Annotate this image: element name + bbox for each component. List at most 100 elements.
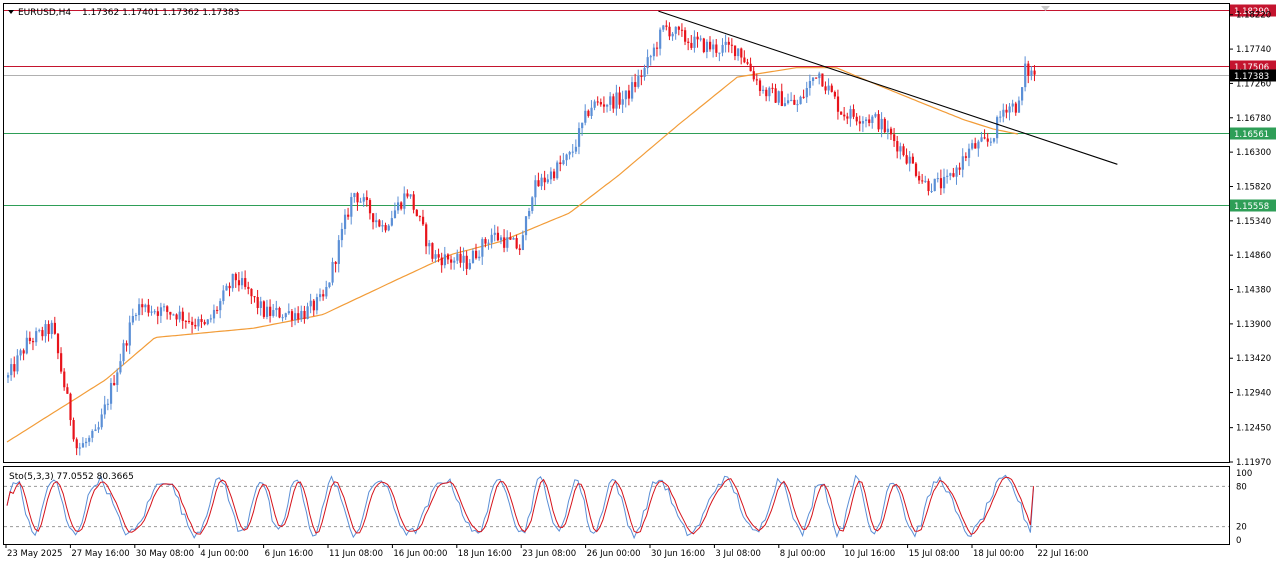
candle-body (674, 26, 677, 34)
candle-body (762, 89, 765, 91)
candle-body (256, 297, 259, 309)
candle-body (406, 193, 409, 197)
candle-body (434, 254, 437, 259)
x-tick-label: 27 May 16:00 (71, 549, 129, 559)
y-tick-label: 1.14380 (1236, 286, 1271, 296)
candle-body (996, 117, 999, 139)
candle-body (262, 301, 266, 317)
candle-body (166, 306, 169, 312)
price-tag-label: 1.17506 (1234, 63, 1269, 73)
candle-body (768, 87, 771, 97)
candle-body (655, 47, 659, 49)
price-tag-current (1230, 69, 1276, 82)
candle-body (325, 286, 328, 297)
candle-body (640, 75, 643, 77)
dropdown-arrow-icon[interactable] (8, 10, 14, 14)
candle-body (203, 321, 206, 325)
y-tick-label: 1.15340 (1236, 217, 1271, 227)
candle-body (31, 341, 35, 343)
candle-body (490, 234, 493, 243)
candle-body (297, 313, 300, 320)
candle-body (387, 225, 390, 231)
candle-body (515, 238, 518, 249)
candle-body (790, 99, 793, 101)
candle-body (353, 193, 356, 198)
candle-body (468, 263, 471, 269)
candle-body (191, 321, 194, 325)
stochastic-pane[interactable] (3, 466, 1230, 545)
y-tick-label: 1.18220 (1236, 11, 1271, 21)
candle-body (521, 235, 524, 251)
candle-body (97, 427, 100, 430)
candle-body (824, 86, 827, 91)
candle-body (936, 178, 939, 180)
candle-body (53, 322, 56, 334)
candle-body (275, 307, 278, 311)
candle-body (231, 273, 234, 289)
candle-body (25, 337, 28, 354)
candle-body (815, 77, 818, 79)
candle-body (178, 311, 181, 320)
candle-body (955, 167, 958, 177)
candle-body (241, 278, 244, 286)
x-tick-label: 18 Jul 00:00 (973, 549, 1024, 559)
candle-body (921, 180, 924, 182)
scroll-indicator-icon[interactable] (1041, 6, 1050, 11)
candle-body (225, 285, 228, 291)
candle-body (833, 91, 836, 97)
candle-body (303, 310, 306, 319)
price-tag-label: 1.16561 (1234, 130, 1269, 140)
candle-body (103, 404, 106, 415)
candle-body (459, 253, 462, 263)
candle-body (702, 38, 705, 53)
candle-body (347, 214, 350, 217)
candle-body (312, 300, 315, 311)
candle-body (808, 81, 812, 89)
candle-body (19, 350, 22, 356)
price-pane[interactable] (3, 3, 1230, 463)
candle-body (437, 254, 440, 258)
candle-body (581, 122, 584, 129)
candle-body (125, 343, 128, 346)
candle-body (609, 96, 612, 105)
y-tick-label: 1.17740 (1236, 45, 1271, 55)
candle-body (428, 243, 431, 247)
candle-body (690, 42, 693, 48)
candle-body (709, 41, 712, 50)
candle-body (696, 36, 699, 40)
candle-body (153, 311, 156, 313)
y-tick-label: 1.13900 (1236, 320, 1271, 330)
candle-body (528, 210, 531, 217)
candle-body (986, 138, 989, 142)
candle-body (306, 306, 309, 319)
candle-body (340, 228, 344, 241)
candle-body (278, 307, 281, 318)
candle-body (253, 296, 256, 298)
stoch-main-line (6, 474, 1034, 540)
candle-body (705, 41, 709, 53)
candle-body (250, 288, 253, 297)
candle-body (905, 155, 908, 164)
trend-line[interactable] (658, 10, 1118, 165)
candle-body (393, 210, 397, 219)
candle-body (974, 143, 977, 149)
candle-body (300, 310, 303, 320)
candle-body (574, 146, 578, 152)
y-tick-label: 1.14860 (1236, 251, 1271, 261)
candle-body (737, 48, 740, 57)
candle-body (465, 255, 468, 269)
candle-body (765, 89, 768, 97)
price-tag-label: 1.17383 (1234, 72, 1269, 82)
candle-body (175, 314, 178, 320)
candle-body (949, 173, 952, 176)
candle-body (855, 116, 858, 122)
candle-body (91, 430, 94, 438)
candle-body (418, 216, 422, 218)
candle-body (69, 393, 72, 421)
candle-body (540, 177, 543, 187)
candle-body (893, 134, 896, 142)
candle-body (571, 151, 574, 153)
candle-body (315, 297, 319, 311)
